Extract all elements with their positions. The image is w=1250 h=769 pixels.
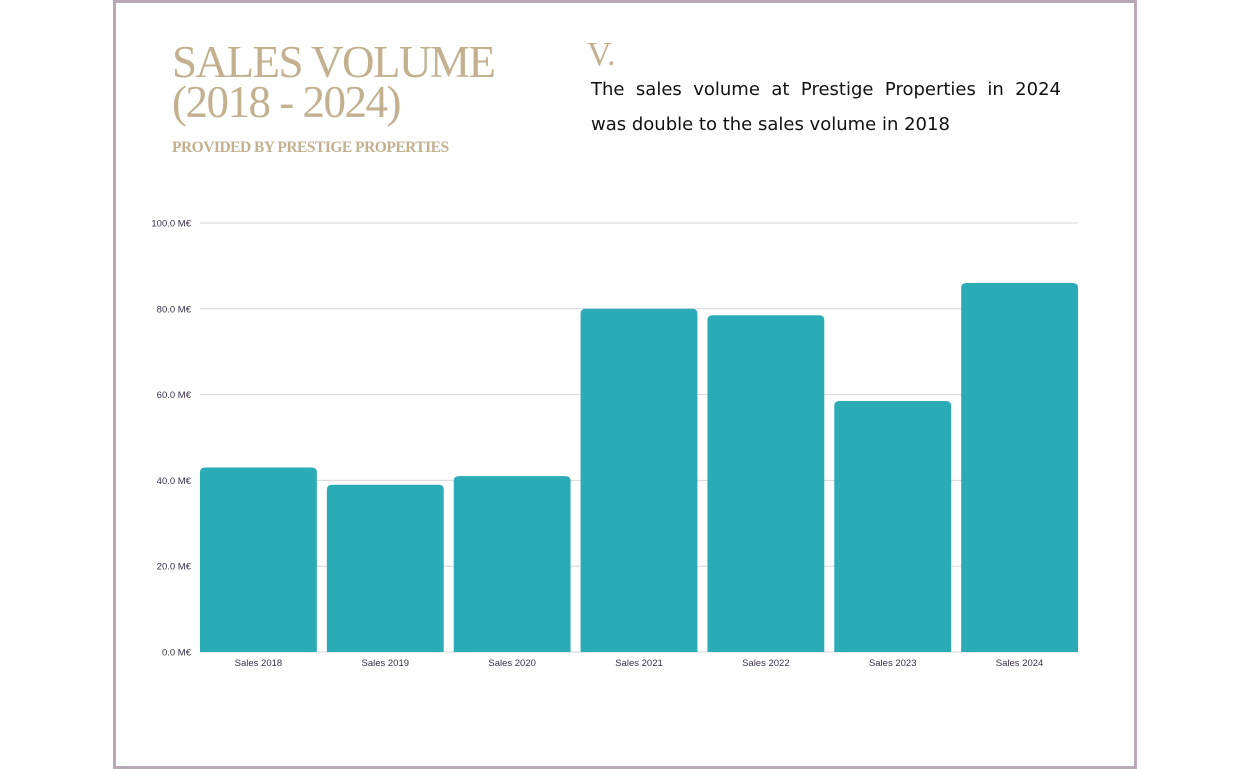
y-tick-label: 20.0 M€ [157,562,192,573]
x-tick-label: Sales 2021 [615,658,663,669]
bar [961,283,1078,652]
x-tick-label: Sales 2024 [996,658,1044,669]
bar [580,308,698,652]
bar [707,315,825,652]
x-tick-label: Sales 2022 [742,658,790,669]
title-line-1: SALES VOLUME [172,37,496,87]
bar [326,484,444,652]
title-line-2: (2018 - 2024) [172,77,401,127]
y-tick-label: 40.0 M€ [157,476,192,487]
x-tick-label: Sales 2020 [488,658,536,669]
bar [834,401,952,652]
bar [453,476,571,652]
y-tick-label: 80.0 M€ [157,304,192,315]
description: The sales volume at Prestige Properties … [591,79,1061,135]
y-tick-label: 60.0 M€ [157,390,192,401]
x-tick-label: Sales 2019 [362,658,410,669]
section-numeral: V. [587,36,616,73]
x-tick-label: Sales 2023 [869,658,917,669]
x-tick-label: Sales 2018 [235,658,283,669]
bar [200,467,317,652]
y-tick-label: 100.0 M€ [151,219,191,230]
subtitle: PROVIDED BY PRESTIGE PROPERTIES [172,139,449,156]
y-tick-label: 0.0 M€ [162,648,192,659]
page-title: SALES VOLUME (2018 - 2024) [172,40,496,125]
